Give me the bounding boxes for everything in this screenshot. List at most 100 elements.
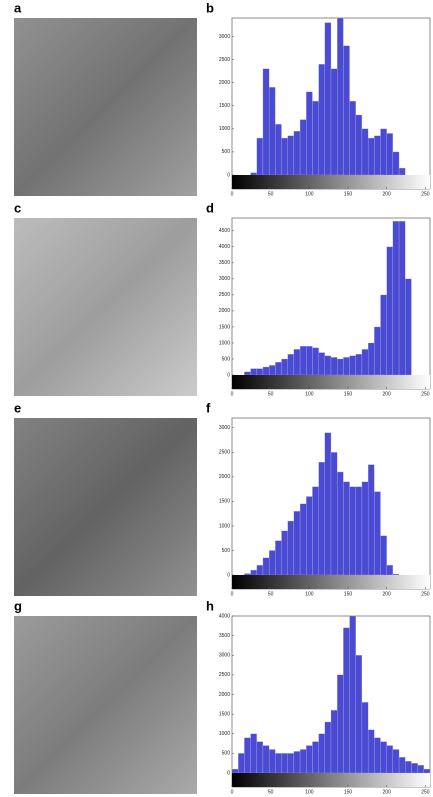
histogram-bar [337,359,343,375]
histogram-bar [381,536,387,575]
histogram-bar [325,23,331,175]
y-tick-label: 1500 [219,711,230,717]
histogram-bar [362,349,368,375]
y-tick-label: 0 [227,372,230,378]
x-tick-label: 100 [305,591,314,597]
x-tick-label: 200 [383,191,392,197]
y-tick-label: 500 [222,356,231,362]
histogram-bar [424,769,430,773]
y-tick-label: 2000 [219,80,230,86]
x-tick-label: 100 [305,391,314,397]
y-tick-label: 1500 [219,324,230,330]
histogram-bar [331,710,337,773]
x-tick-label: 250 [421,391,430,397]
histogram-bar [319,64,325,175]
histogram-bar [312,101,318,175]
histogram-bar [393,221,399,375]
y-tick-label: 3500 [219,260,230,266]
histogram-bar [288,521,294,575]
histogram-bar [300,749,306,773]
histogram-bar [393,749,399,773]
histogram-bar [356,487,362,575]
histogram-bar [362,482,368,575]
y-tick-label: 4000 [219,613,230,619]
y-tick-label: 0 [227,172,230,178]
histogram-bar [294,349,300,375]
histogram-bar [393,152,399,175]
x-tick-label: 50 [268,391,274,397]
x-tick-label: 200 [383,789,392,795]
histogram-bar [350,616,356,773]
histogram-bar [275,124,281,175]
histogram-bar [387,746,393,773]
histogram-bar [374,738,380,773]
x-tick-label: 200 [383,391,392,397]
histogram-bar [300,504,306,575]
histogram-bar [331,452,337,575]
histogram-bar [362,702,368,773]
photo-shading [14,418,197,596]
histogram-bar [269,365,275,375]
histogram-bar [251,173,257,175]
histogram-bar [368,343,374,375]
histogram-bar [319,462,325,575]
x-tick-label: 250 [421,191,430,197]
histogram-bar [306,92,312,175]
histogram-bar [393,574,399,575]
histogram-bar [263,746,269,773]
histogram-bar [269,749,275,773]
y-tick-label: 3000 [219,653,230,659]
histogram-bar [374,327,380,375]
histogram-bar [331,357,337,375]
histogram-bar [257,742,263,773]
histogram-bar [251,570,257,575]
gray-scale-bar [232,773,430,787]
x-tick-label: 50 [268,789,274,795]
histogram-bar [343,46,349,175]
y-tick-label: 4000 [219,244,230,250]
x-tick-label: 150 [344,789,353,795]
panel-label: b [206,0,214,15]
histogram-bar [405,761,411,773]
histogram-bar [306,746,312,773]
y-tick-label: 500 [222,751,231,757]
histogram-bar [294,511,300,575]
histogram-bar [368,730,374,773]
histogram-bar [325,722,331,773]
histogram-bar [257,369,263,375]
x-tick-label: 150 [344,191,353,197]
x-tick-label: 0 [231,191,234,197]
histogram-bar [300,346,306,375]
histogram-bar [331,69,337,175]
panel-label: d [206,200,214,215]
y-tick-label: 1000 [219,523,230,529]
histogram-bar [356,354,362,375]
histogram-bar [399,168,405,175]
histogram-bar [356,655,362,773]
histogram-bar [381,129,387,175]
histogram-bar [288,354,294,375]
histogram-bar [257,565,263,575]
photo-shading [14,218,197,396]
histogram-bar [312,487,318,575]
histogram-bar [244,574,250,575]
histogram-bar [288,136,294,175]
y-tick-label: 2500 [219,57,230,63]
y-tick-label: 0 [227,572,230,578]
histogram-bar [368,465,374,575]
panel-label: g [14,598,22,613]
histogram-bar [411,763,417,773]
panel-label: e [14,400,21,415]
histogram-bar [405,279,411,375]
histogram-bar [350,356,356,375]
histogram-bar [387,247,393,375]
y-tick-label: 1500 [219,499,230,505]
y-tick-label: 1500 [219,103,230,109]
y-tick-label: 1000 [219,126,230,132]
histogram-bar [368,138,374,175]
y-tick-label: 3500 [219,633,230,639]
x-tick-label: 50 [268,591,274,597]
histogram-bar [282,359,288,375]
x-tick-label: 0 [231,391,234,397]
histogram-bar [343,628,349,773]
